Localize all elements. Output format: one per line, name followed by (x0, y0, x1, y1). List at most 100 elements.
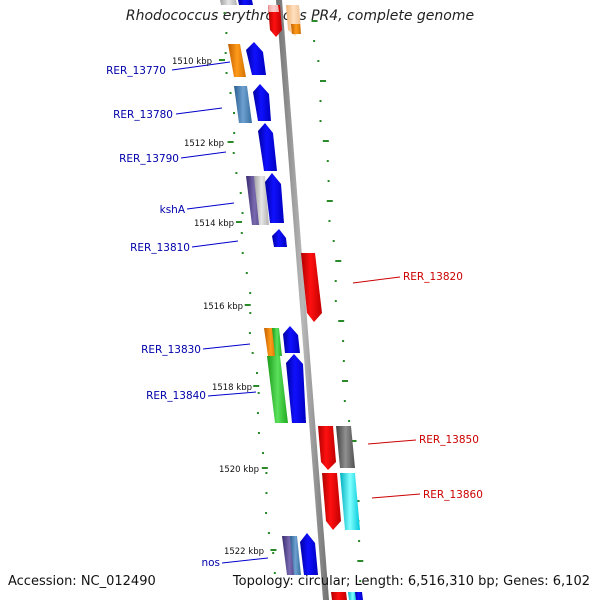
gene-arrow (228, 44, 246, 77)
gene-arrow (234, 86, 252, 123)
leader-line (371, 493, 421, 499)
accession-label: Accession: NC_012490 (8, 574, 156, 589)
gc-dot (332, 240, 335, 242)
gene-arrow (258, 123, 277, 171)
gc-dot (249, 312, 252, 314)
gc-dot (245, 272, 248, 274)
gene-label-nos: nos (201, 557, 220, 569)
gc-dot (240, 232, 243, 234)
scale-tick (236, 221, 243, 223)
gc-dot (229, 92, 232, 94)
gene-arrow (253, 84, 271, 121)
gene-label-rer-13780: RER_13780 (113, 109, 173, 121)
gene-label-rer-13860: RER_13860 (423, 489, 483, 501)
gc-dot (232, 152, 235, 154)
gc-dot (265, 492, 268, 494)
gene-arrow (267, 356, 288, 423)
gc-dot (335, 260, 342, 262)
gc-dot (224, 52, 227, 54)
leader-line (175, 107, 223, 115)
gene-labels: RER_13770 RER_13780 RER_13790 kshA RER_1… (106, 65, 483, 569)
scale-tick (253, 385, 260, 387)
scale-label: 1520 kbp (219, 465, 259, 475)
scale-label: 1514 kbp (194, 219, 234, 229)
gene-arrow (286, 354, 306, 423)
gc-dot (265, 472, 268, 474)
gene-arrow (272, 229, 287, 247)
gc-dot (257, 432, 260, 434)
gene-arrow (268, 5, 282, 37)
gene-arrow (265, 173, 284, 223)
gene-arrow (220, 0, 237, 5)
gc-dot (241, 212, 244, 214)
gc-skew-track-left (223, 12, 276, 574)
gc-dot (273, 572, 276, 574)
gc-dot (328, 220, 331, 222)
label-leader-lines (171, 61, 421, 564)
gene-arrow (246, 42, 266, 75)
gc-dot (248, 332, 251, 334)
gene-label-rer-13850: RER_13850 (419, 434, 479, 446)
gene-arrow (291, 24, 301, 34)
scale-tick (227, 141, 234, 143)
leader-line (352, 276, 401, 284)
gc-dot (313, 40, 316, 42)
gene-arrow (322, 473, 341, 530)
gene-arrow (238, 0, 253, 5)
gc-dot (239, 192, 242, 194)
leader-line (207, 391, 257, 397)
scale-tick (219, 59, 225, 61)
leader-line (191, 240, 239, 248)
gc-dot (232, 112, 235, 114)
gene-label-rer-13820: RER_13820 (403, 271, 463, 283)
gc-dot (319, 100, 322, 102)
gene-label-rer-13830: RER_13830 (141, 344, 201, 356)
gc-dot (255, 372, 258, 374)
gene-arrow (254, 176, 269, 225)
gene-label-rer-13810: RER_13810 (130, 242, 190, 254)
gene-arrow (300, 533, 318, 575)
scale-labels: 1510 kbp 1512 kbp 1514 kbp 1516 kbp 1518… (172, 57, 264, 557)
leader-line (171, 61, 231, 71)
topology-label: Topology: circular; Length: 6,516,310 bp… (232, 574, 590, 589)
gc-dot (357, 560, 364, 562)
leader-line (367, 439, 417, 445)
scale-tick (270, 549, 277, 551)
gene-arrow (348, 592, 357, 600)
gene-arrow (290, 536, 301, 575)
gc-dot (249, 292, 252, 294)
gc-dot (311, 20, 318, 22)
gene-arrow (355, 592, 363, 600)
gc-dot (267, 532, 270, 534)
scale-ticks (219, 59, 277, 551)
gene-label-rer-13840: RER_13840 (146, 390, 206, 402)
gc-dot (265, 512, 268, 514)
gc-dot (262, 452, 265, 454)
gc-dot (233, 132, 236, 134)
gc-dot (342, 340, 345, 342)
scale-label: 1516 kbp (203, 302, 243, 312)
leader-line (202, 343, 251, 350)
gc-dot (225, 32, 228, 34)
gc-dot (235, 172, 238, 174)
gene-arrow (283, 326, 300, 353)
map-title: Rhodococcus erythropolis PR4, complete g… (125, 8, 475, 24)
scale-label: 1512 kbp (184, 139, 224, 149)
gc-dot (334, 280, 337, 282)
gc-dot (322, 140, 329, 142)
gc-dot (327, 180, 330, 182)
gc-dot (326, 200, 333, 202)
gc-dot (342, 380, 349, 382)
genome-backbone (276, 0, 329, 600)
leader-line (186, 202, 235, 210)
gene-label-ksha: kshA (160, 204, 186, 216)
gene-features (220, 0, 363, 600)
gc-dot (350, 440, 357, 442)
gene-label-rer-13770: RER_13770 (106, 65, 166, 77)
gc-dot (223, 12, 226, 14)
gene-arrow (331, 592, 347, 600)
gene-arrow (272, 328, 282, 356)
gc-dot (359, 580, 362, 582)
gc-dot (342, 360, 345, 362)
